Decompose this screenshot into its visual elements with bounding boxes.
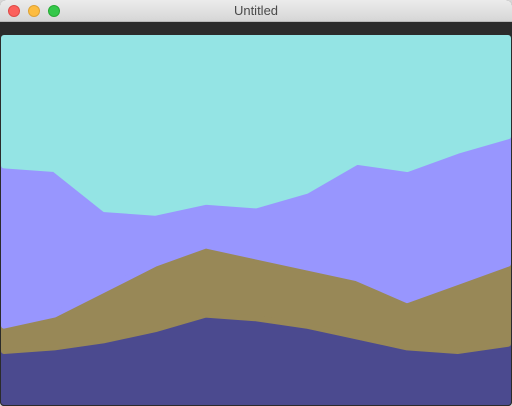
maximize-button[interactable] xyxy=(48,5,60,17)
window-title: Untitled xyxy=(233,3,279,18)
title-bar[interactable]: Untitled xyxy=(0,0,512,22)
stacked-area-chart xyxy=(1,35,511,405)
area-series-4 xyxy=(1,35,511,216)
minimize-button[interactable] xyxy=(28,5,40,17)
chart-canvas xyxy=(0,22,512,406)
close-button[interactable] xyxy=(8,5,20,17)
